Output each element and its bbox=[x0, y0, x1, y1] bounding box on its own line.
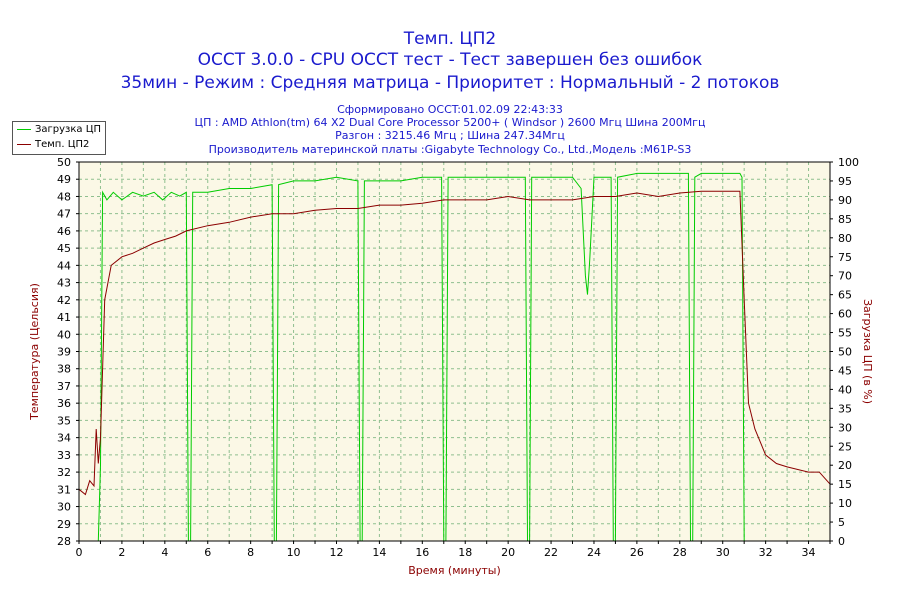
y-left-axis-ticks: 28 29 30 31 32 33 34 35 36 37 38 39 40 41 42 43 44 45 46 47… bbox=[57, 156, 79, 548]
y-left-tick-label: 35 bbox=[57, 414, 71, 427]
x-tick-label: 12 bbox=[329, 546, 343, 559]
x-tick-label: 30 bbox=[716, 546, 730, 559]
y-right-tick-label: 95 bbox=[838, 175, 852, 188]
y-left-tick-label: 43 bbox=[57, 277, 71, 290]
y-left-tick-label: 41 bbox=[57, 311, 71, 324]
y-left-tick-label: 45 bbox=[57, 242, 71, 255]
info-cpu: ЦП : AMD Athlon(tm) 64 X2 Dual Core Proc… bbox=[194, 116, 706, 129]
y-left-tick-label: 39 bbox=[57, 346, 71, 359]
chart-series bbox=[78, 172, 831, 542]
y-right-tick-label: 30 bbox=[838, 421, 852, 434]
y-left-tick-label: 42 bbox=[57, 294, 71, 307]
y-left-tick-label: 50 bbox=[57, 156, 71, 169]
x-tick-label: 24 bbox=[587, 546, 601, 559]
legend-label-cpu-load: Загрузка ЦП bbox=[35, 124, 102, 135]
legend-swatch-cpu-temp bbox=[17, 143, 31, 145]
y-left-tick-label: 37 bbox=[57, 380, 71, 393]
y-left-tick-label: 29 bbox=[57, 518, 71, 531]
chart-title: Темп. ЦП2 bbox=[403, 29, 497, 49]
y-right-tick-label: 0 bbox=[838, 535, 845, 548]
y-left-tick-label: 32 bbox=[57, 466, 71, 479]
y-left-tick-label: 48 bbox=[57, 190, 71, 203]
x-axis-ticks: 0 2 4 6 8 10 12 14 16 18 20 22 24 26 28 30 32 34 bbox=[76, 541, 831, 559]
info-generated: Сформировано OCCT:01.02.09 22:43:33 bbox=[337, 103, 563, 116]
y-left-tick-label: 36 bbox=[57, 397, 71, 410]
x-tick-label: 6 bbox=[204, 546, 211, 559]
x-tick-label: 34 bbox=[802, 546, 816, 559]
x-tick-label: 14 bbox=[372, 546, 386, 559]
y-right-tick-label: 65 bbox=[838, 289, 852, 302]
series-line-cpu-temp bbox=[78, 190, 831, 496]
y-right-tick-label: 50 bbox=[838, 346, 852, 359]
plot-frame bbox=[78, 161, 831, 542]
x-tick-label: 28 bbox=[673, 546, 687, 559]
x-tick-label: 16 bbox=[415, 546, 429, 559]
y-right-tick-label: 25 bbox=[838, 440, 852, 453]
info-overclock: Разгон : 3215.46 Мгц ; Шина 247.34Мгц bbox=[335, 129, 565, 142]
x-tick-label: 10 bbox=[287, 546, 301, 559]
y-left-tick-label: 31 bbox=[57, 483, 71, 496]
y-left-tick-label: 30 bbox=[57, 501, 71, 514]
y-left-axis-label: Температура (Цельсия) bbox=[28, 283, 41, 421]
x-tick-label: 18 bbox=[458, 546, 472, 559]
y-right-tick-label: 100 bbox=[838, 156, 859, 169]
y-left-tick-label: 47 bbox=[57, 208, 71, 221]
legend-item-cpu-temp: Темп. ЦП2 bbox=[17, 138, 89, 152]
y-left-tick-label: 40 bbox=[57, 328, 71, 341]
y-right-tick-label: 80 bbox=[838, 232, 852, 245]
x-axis-label: Время (минуты) bbox=[408, 564, 501, 577]
x-tick-label: 2 bbox=[118, 546, 125, 559]
y-right-tick-label: 40 bbox=[838, 383, 852, 396]
y-right-tick-label: 5 bbox=[838, 516, 845, 529]
legend-swatch-cpu-load bbox=[17, 128, 31, 130]
y-right-tick-label: 60 bbox=[838, 308, 852, 321]
y-right-axis-ticks: 0 5 10 15 20 25 30 35 40 45 50 55 60 65 70 75 80 85 90 95 10… bbox=[830, 156, 859, 548]
y-right-tick-label: 55 bbox=[838, 327, 852, 340]
y-left-tick-label: 44 bbox=[57, 259, 71, 272]
y-right-tick-label: 45 bbox=[838, 364, 852, 377]
series-line-cpu-load bbox=[97, 172, 830, 542]
grid-lines bbox=[79, 162, 830, 541]
x-tick-label: 26 bbox=[630, 546, 644, 559]
y-right-tick-label: 85 bbox=[838, 213, 852, 226]
y-right-tick-label: 90 bbox=[838, 194, 852, 207]
y-left-tick-label: 33 bbox=[57, 449, 71, 462]
y-left-tick-label: 46 bbox=[57, 225, 71, 238]
chart-subtitle-test: OCCT 3.0.0 - CPU OCCT тест - Тест заверш… bbox=[197, 50, 703, 70]
info-motherboard: Производитель материнской платы :Gigabyt… bbox=[208, 143, 692, 156]
chart-subtitle-mode: 35мин - Режим : Средняя матрица - Приори… bbox=[120, 73, 780, 93]
y-right-axis-label: Загрузка ЦП (в %) bbox=[861, 299, 874, 404]
y-left-tick-label: 28 bbox=[57, 535, 71, 548]
x-tick-label: 8 bbox=[247, 546, 254, 559]
chart-legend: Загрузка ЦП Темп. ЦП2 bbox=[12, 121, 106, 155]
legend-item-cpu-load: Загрузка ЦП bbox=[17, 123, 101, 137]
x-tick-label: 4 bbox=[161, 546, 168, 559]
legend-label-cpu-temp: Темп. ЦП2 bbox=[35, 139, 90, 150]
y-left-tick-label: 49 bbox=[57, 173, 71, 186]
y-left-tick-label: 34 bbox=[57, 432, 71, 445]
y-right-tick-label: 70 bbox=[838, 270, 852, 283]
y-right-tick-label: 35 bbox=[838, 402, 852, 415]
x-tick-label: 22 bbox=[544, 546, 558, 559]
y-right-tick-label: 15 bbox=[838, 478, 852, 491]
x-tick-label: 20 bbox=[501, 546, 515, 559]
y-left-tick-label: 38 bbox=[57, 363, 71, 376]
x-tick-label: 32 bbox=[759, 546, 773, 559]
y-right-tick-label: 10 bbox=[838, 497, 852, 510]
y-right-tick-label: 75 bbox=[838, 251, 852, 264]
x-tick-label: 0 bbox=[76, 546, 83, 559]
y-right-tick-label: 20 bbox=[838, 459, 852, 472]
